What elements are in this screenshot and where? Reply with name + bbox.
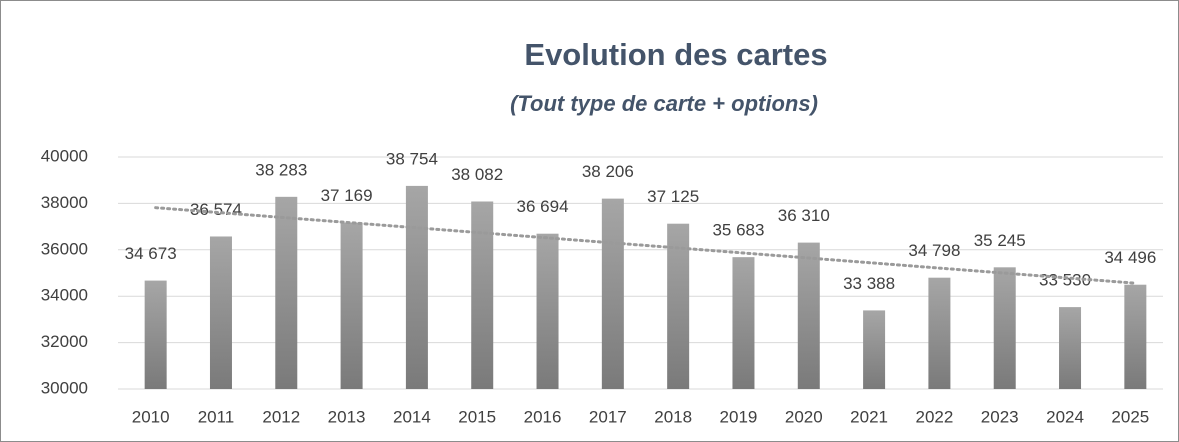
- value-label: 35 683: [712, 221, 764, 240]
- value-label: 36 694: [517, 197, 569, 216]
- value-label: 34 673: [125, 244, 177, 263]
- x-tick-label: 2016: [524, 407, 562, 426]
- bar: [928, 277, 951, 389]
- bar: [863, 310, 886, 389]
- bar: [144, 280, 167, 389]
- bar: [1124, 284, 1147, 389]
- y-tick-label: 40000: [41, 146, 88, 165]
- bar: [275, 196, 298, 389]
- bar: [601, 198, 624, 389]
- x-tick-label: 2015: [458, 407, 496, 426]
- value-label: 35 245: [974, 231, 1026, 250]
- value-label: 36 310: [778, 206, 830, 225]
- value-label: 37 169: [321, 186, 373, 205]
- value-label: 38 206: [582, 162, 634, 181]
- x-tick-label: 2017: [589, 407, 627, 426]
- value-label: 37 125: [647, 187, 699, 206]
- bar: [667, 223, 690, 389]
- bar: [405, 185, 428, 389]
- x-tick-label: 2013: [328, 407, 366, 426]
- x-tick-label: 2025: [1111, 407, 1149, 426]
- x-tick-label: 2023: [981, 407, 1019, 426]
- value-label: 38 754: [386, 149, 438, 168]
- trendline: [154, 206, 1137, 285]
- bar: [471, 201, 494, 389]
- x-tick-label: 2019: [720, 407, 758, 426]
- bar: [340, 222, 363, 389]
- value-label: 34 798: [908, 241, 960, 260]
- y-tick-label: 36000: [41, 239, 88, 258]
- y-tick-label: 38000: [41, 193, 88, 212]
- chart-title: Evolution des cartes: [524, 37, 827, 72]
- value-label: 33 530: [1039, 271, 1091, 290]
- x-tick-label: 2010: [132, 407, 170, 426]
- x-tick-label: 2012: [262, 407, 300, 426]
- value-label: 34 496: [1104, 248, 1156, 267]
- y-tick-label: 32000: [41, 332, 88, 351]
- bar: [209, 236, 232, 389]
- bar: [993, 267, 1016, 389]
- x-tick-label: 2021: [850, 407, 888, 426]
- chart-subtitle: (Tout type de carte + options): [510, 91, 818, 116]
- bar: [797, 242, 820, 389]
- x-tick-label: 2011: [198, 407, 235, 426]
- bar: [1059, 307, 1082, 389]
- bar: [732, 257, 755, 389]
- y-tick-label: 30000: [41, 378, 88, 397]
- x-tick-label: 2024: [1046, 407, 1084, 426]
- value-label: 38 283: [255, 160, 307, 179]
- y-tick-label: 34000: [41, 286, 88, 305]
- value-label: 38 082: [451, 165, 503, 184]
- x-tick-label: 2018: [654, 407, 692, 426]
- bar: [536, 233, 559, 389]
- value-label: 33 388: [843, 274, 895, 293]
- x-tick-label: 2022: [915, 407, 953, 426]
- x-tick-label: 2020: [785, 407, 823, 426]
- x-tick-label: 2014: [393, 407, 431, 426]
